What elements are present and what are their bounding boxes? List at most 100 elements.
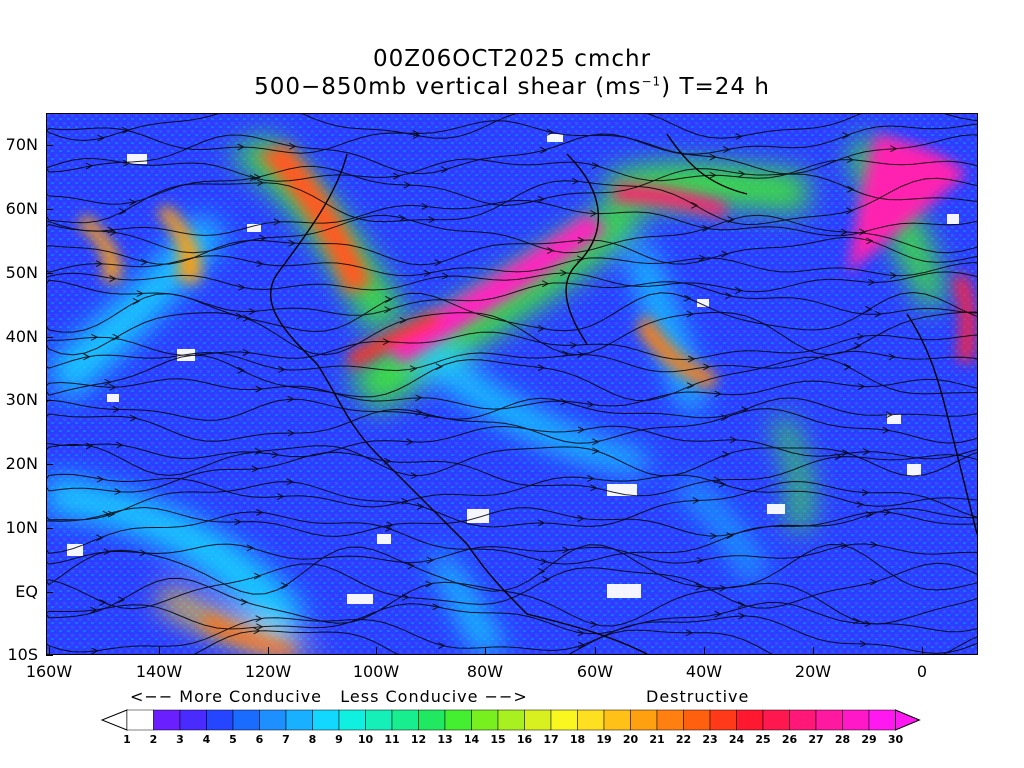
colorbar-swatch — [153, 709, 181, 731]
colorbar-level-label: 21 — [649, 733, 665, 746]
streamline — [47, 615, 977, 654]
lon-label-20w: 20W — [794, 662, 832, 681]
streamline-arrow — [882, 426, 890, 434]
lon-label-80w: 80W — [466, 662, 504, 681]
lon-tick — [813, 647, 814, 655]
streamline — [47, 378, 977, 410]
colorbar-swatch — [683, 709, 711, 731]
streamline-arrow — [685, 629, 694, 637]
colorbar-level-label: 8 — [308, 733, 317, 746]
streamline-arrow — [846, 207, 854, 215]
streamline-arrow — [271, 451, 280, 459]
streamline-arrow — [537, 195, 545, 203]
colorbar-level-label: 25 — [755, 733, 771, 746]
streamline-arrow — [256, 179, 265, 187]
streamline-arrow — [104, 378, 112, 386]
streamline-arrow — [856, 500, 864, 508]
streamline — [47, 577, 977, 627]
lat-tick — [46, 528, 53, 529]
streamline-arrow — [434, 259, 442, 267]
streamline-arrow — [96, 475, 105, 483]
streamline-arrow — [109, 228, 118, 236]
colorbar-swatch — [789, 709, 817, 731]
colorbar-swatch — [471, 709, 499, 731]
lat-label-eq: EQ — [15, 582, 38, 601]
streamline-arrow — [432, 603, 440, 611]
streamline-arrow — [277, 493, 285, 500]
streamline-arrow — [286, 478, 294, 486]
colorbar-level-label: 24 — [728, 733, 745, 746]
streamline-arrow — [735, 132, 743, 140]
colorbar-swatch — [179, 709, 207, 731]
lon-tick — [159, 647, 160, 655]
streamline-arrow — [859, 228, 867, 236]
streamline-arrow — [727, 216, 735, 224]
streamline — [47, 271, 977, 293]
streamline-arrow — [410, 472, 419, 480]
colorbar-swatch — [126, 709, 154, 731]
colorbar-level-label: 11 — [384, 733, 400, 746]
colorbar-high-arrow — [895, 709, 921, 731]
colorbar-level-label: 10 — [357, 733, 374, 746]
streamline-arrow — [259, 234, 267, 242]
colorbar-swatch — [550, 709, 578, 731]
colorbar-swatch — [524, 709, 552, 731]
streamline-arrow — [425, 580, 433, 588]
streamline-arrow — [85, 162, 94, 170]
streamline-arrow — [591, 162, 600, 170]
streamline-arrow — [590, 621, 598, 628]
streamline-arrow — [840, 228, 849, 236]
streamline — [47, 199, 977, 237]
streamline-arrow — [139, 549, 147, 557]
streamline-arrow — [868, 278, 876, 286]
colorbar-swatch — [232, 709, 260, 731]
lon-label-160w: 160W — [25, 662, 73, 681]
streamline — [47, 311, 977, 356]
streamline-arrow — [590, 210, 598, 217]
lat-tick — [46, 145, 53, 146]
streamline-arrow — [246, 544, 255, 552]
lon-tick — [704, 647, 705, 655]
streamline-arrow — [570, 341, 578, 349]
colorbar-low-arrow — [100, 709, 128, 731]
lat-tick — [46, 400, 53, 401]
colorbar-level-label: 1 — [123, 733, 131, 746]
streamline-arrow — [737, 601, 746, 609]
colorbar-level-label: 12 — [410, 733, 427, 746]
streamline-arrow — [592, 447, 600, 455]
streamline-arrow — [864, 620, 872, 628]
colorbar-level-label: 26 — [781, 733, 798, 746]
streamline-arrow — [846, 156, 855, 164]
streamline-arrow — [235, 312, 244, 320]
streamline-arrow — [392, 172, 401, 180]
streamline-arrow — [428, 216, 436, 224]
streamline-arrow — [702, 224, 710, 232]
streamline-arrow — [592, 438, 600, 446]
streamline-arrow — [854, 342, 862, 350]
colorbar-level-label: 20 — [622, 733, 639, 746]
streamline-arrow — [237, 143, 245, 151]
streamline-arrow — [571, 177, 580, 185]
streamline-arrow — [118, 208, 127, 215]
streamline-arrow — [416, 503, 425, 510]
streamline-arrow — [130, 414, 138, 422]
chart-title-line2: 500−850mb vertical shear (ms−1) T=24 h — [0, 74, 1024, 100]
colorbar-swatch — [815, 709, 843, 731]
lat-tick — [46, 273, 53, 274]
streamline — [47, 543, 977, 595]
colorbar-level-label: 22 — [675, 733, 692, 746]
colorbar-swatch — [736, 709, 764, 731]
streamline-arrow — [537, 364, 546, 372]
streamline-arrow — [577, 629, 585, 637]
lon-label-40w: 40W — [685, 662, 723, 681]
lon-tick — [922, 647, 923, 655]
streamline-arrow — [242, 314, 251, 322]
streamline-arrow — [722, 450, 730, 458]
colorbar-level-label: 18 — [569, 733, 586, 746]
colorbar-level-label: 17 — [543, 733, 559, 746]
streamline-arrow — [403, 181, 412, 189]
colorbar — [100, 709, 921, 731]
streamline-arrow — [540, 146, 548, 154]
streamline-arrow — [587, 401, 595, 408]
streamline-arrow — [540, 558, 548, 566]
